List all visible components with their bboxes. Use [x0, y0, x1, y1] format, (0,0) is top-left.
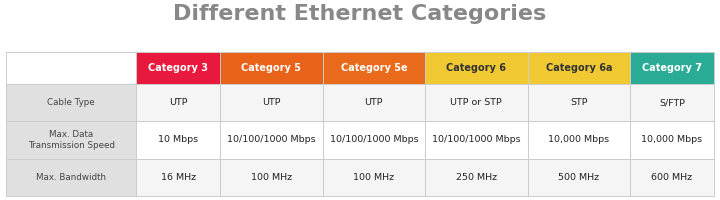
Bar [136, 52, 220, 84]
Bar [323, 159, 425, 196]
Bar [425, 121, 528, 159]
Text: Category 6: Category 6 [446, 63, 506, 73]
Bar [6, 121, 136, 159]
Text: 100 MHz: 100 MHz [354, 173, 395, 182]
Bar [220, 121, 323, 159]
Bar [630, 121, 714, 159]
Text: Category 3: Category 3 [148, 63, 208, 73]
Text: UTP: UTP [364, 98, 383, 107]
Text: UTP: UTP [169, 98, 187, 107]
Text: Cable Type: Cable Type [48, 98, 95, 107]
Bar [220, 52, 323, 84]
Text: STP: STP [570, 98, 588, 107]
Text: S/FTP: S/FTP [659, 98, 685, 107]
Text: Max. Bandwidth: Max. Bandwidth [36, 173, 106, 182]
Text: 600 MHz: 600 MHz [652, 173, 693, 182]
Text: 250 MHz: 250 MHz [456, 173, 497, 182]
Bar [630, 52, 714, 84]
Text: 16 MHz: 16 MHz [161, 173, 196, 182]
Text: Max. Data
Transmission Speed: Max. Data Transmission Speed [27, 130, 114, 150]
Bar [6, 84, 136, 121]
Bar [323, 52, 425, 84]
Text: UTP: UTP [262, 98, 281, 107]
Text: 10,000 Mbps: 10,000 Mbps [548, 136, 609, 145]
Text: 10 Mbps: 10 Mbps [158, 136, 198, 145]
Text: Category 6a: Category 6a [546, 63, 612, 73]
Bar [136, 159, 220, 196]
Bar [136, 84, 220, 121]
Text: 10,000 Mbps: 10,000 Mbps [642, 136, 703, 145]
Bar [528, 159, 630, 196]
Bar [425, 159, 528, 196]
Bar [630, 159, 714, 196]
Text: 10/100/1000 Mbps: 10/100/1000 Mbps [432, 136, 521, 145]
Bar [425, 52, 528, 84]
Bar [323, 121, 425, 159]
Text: 100 MHz: 100 MHz [251, 173, 292, 182]
Text: 10/100/1000 Mbps: 10/100/1000 Mbps [227, 136, 315, 145]
Text: Different Ethernet Categories: Different Ethernet Categories [174, 4, 546, 24]
Bar [630, 84, 714, 121]
Bar [6, 159, 136, 196]
Bar [220, 159, 323, 196]
Text: 500 MHz: 500 MHz [558, 173, 599, 182]
Bar [528, 121, 630, 159]
Text: Category 7: Category 7 [642, 63, 702, 73]
Text: UTP or STP: UTP or STP [451, 98, 502, 107]
Bar [220, 84, 323, 121]
Bar [425, 84, 528, 121]
Text: Category 5: Category 5 [241, 63, 302, 73]
Bar [528, 52, 630, 84]
Bar [528, 84, 630, 121]
Bar [323, 84, 425, 121]
Bar [6, 52, 136, 84]
Text: Category 5e: Category 5e [341, 63, 408, 73]
Text: 10/100/1000 Mbps: 10/100/1000 Mbps [330, 136, 418, 145]
Bar [136, 121, 220, 159]
